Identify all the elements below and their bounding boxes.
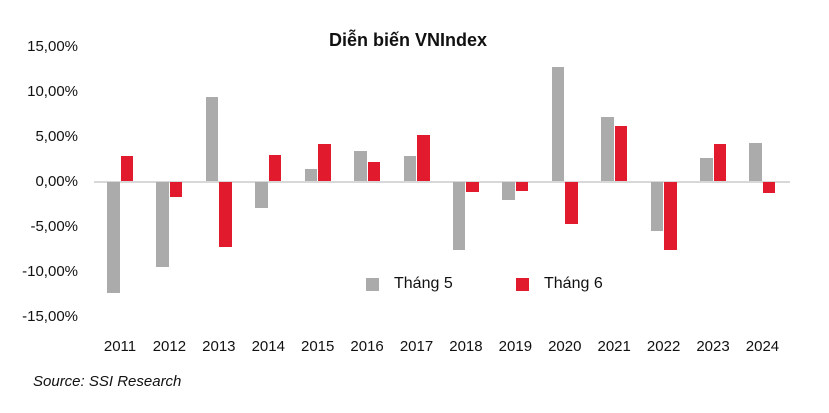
x-label-2024: 2024 [745,338,780,355]
bar-2023-thang-5 [700,158,713,182]
bar-2021-thang-5 [601,116,614,182]
bar-2015-thang-6 [318,143,331,182]
x-label-2012: 2012 [152,338,187,355]
bar-2013-thang-5 [205,96,219,182]
x-label-2013: 2013 [202,338,236,355]
legend-label-thang-6: Tháng 6 [544,275,603,292]
y-tick-label: -5,00% [30,218,78,236]
bar-2019-thang-6 [515,182,529,192]
bar-2011-thang-5 [107,182,120,294]
x-label-2016: 2016 [350,338,384,355]
bar-2014-thang-5 [255,182,268,208]
y-tick-label: 10,00% [27,82,78,100]
x-label-2017: 2017 [399,338,434,355]
bar-2022-thang-5 [650,182,664,231]
bar-2021-thang-6 [614,126,628,182]
x-label-2015: 2015 [300,338,335,355]
bar-2016-thang-6 [367,161,381,182]
x-label-2018: 2018 [449,338,483,355]
legend-swatch-red-icon [516,277,529,291]
bar-2016-thang-5 [354,150,367,182]
bar-2015-thang-5 [304,168,318,182]
y-tick-label: 0,00% [35,173,78,190]
y-axis-tick-labels: 15,00% 10,00% 5,00% 0,00% -5,00% -10,00% -15,0… [0,0,78,413]
bar-2012-thang-6 [169,182,183,197]
legend-item-thang-6: Tháng 6 [516,275,603,292]
y-tick-label: -15,00% [22,308,78,326]
x-label-2023: 2023 [696,338,730,355]
x-label-2014: 2014 [251,338,285,355]
bar-2023-thang-6 [713,143,727,182]
bar-2018-thang-6 [466,182,479,193]
zero-baseline [94,181,790,183]
bar-2017-thang-5 [403,156,417,182]
chart-title: Diễn biến VNIndex [328,30,488,50]
y-tick-label: 5,00% [35,127,78,145]
x-label-2022: 2022 [646,338,681,355]
bar-2024-thang-5 [749,142,762,182]
bar-2024-thang-6 [762,182,776,194]
bar-2022-thang-6 [664,182,677,250]
bar-2011-thang-6 [120,156,133,182]
x-label-2020: 2020 [548,338,582,355]
bar-2019-thang-5 [502,182,515,201]
y-tick-label: 15,00% [27,37,78,55]
x-label-2021: 2021 [597,338,631,355]
source-note: Source: SSI Research [33,373,182,390]
legend-item-thang-5: Tháng 5 [366,275,453,292]
bar-2020-thang-6 [565,182,578,224]
bar-2012-thang-5 [156,182,169,268]
y-tick-label: -10,00% [22,263,78,281]
bar-2017-thang-6 [417,134,430,182]
bar-2013-thang-6 [219,182,232,248]
x-label-2011: 2011 [103,338,137,355]
bar-2020-thang-5 [551,66,565,182]
legend-swatch-gray-icon [366,277,379,291]
x-label-2019: 2019 [498,338,533,355]
bar-2018-thang-5 [452,182,466,250]
bar-2014-thang-6 [268,155,282,182]
legend-label-thang-5: Tháng 5 [394,275,453,292]
